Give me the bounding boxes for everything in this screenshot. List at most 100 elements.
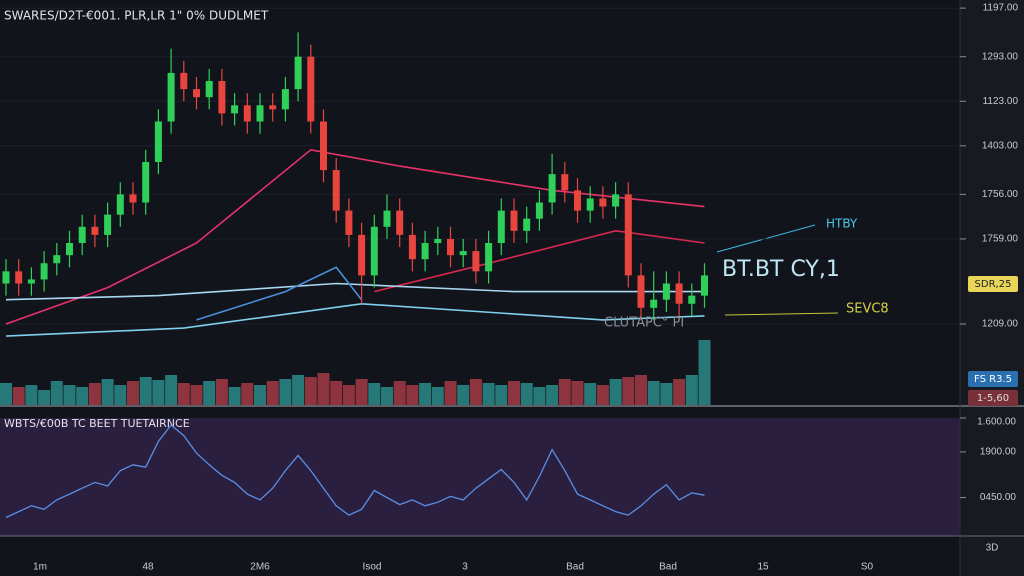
volume-bar [114,385,127,405]
x-tick-label: Bad [659,562,677,573]
candle-body [574,190,581,211]
marks: 1197.00 1293.00 1123.00 1403.00 1756.00 1759.… [0,3,1018,573]
volume-bar [406,385,419,405]
volume-bar [165,375,178,405]
volume-bar [584,383,597,405]
volume-bar [660,383,673,405]
volume-bar [419,383,432,405]
candle-body [523,218,531,231]
annotation: CLUTAPC° PI [604,316,684,331]
volume-bar [355,379,368,405]
candle-body [447,238,454,256]
candle-body [53,255,61,264]
candle-body [345,210,353,235]
candle-body [370,226,378,276]
candle-body [167,72,175,122]
volume-bar [469,379,482,405]
volume-bar [558,379,571,405]
volume-bar [635,375,647,405]
candle-body [358,234,366,276]
volume-bar [571,381,584,405]
candle-body [180,72,188,90]
volume-bar [76,387,89,405]
chart-title: SWARES/D2T-€001. PLR,LR 1" 0% DUDLMET [4,9,269,23]
volume-bar [431,387,444,405]
candle-body [218,81,226,114]
price-tag-label: 1-5,60 [977,393,1009,404]
candle-body [637,275,645,308]
candle-body [459,251,467,256]
candle-body [116,194,124,215]
volume-bar [381,387,393,405]
candle-body [243,105,251,122]
candle-body [701,275,708,296]
candle-body [586,198,594,211]
oscillator-title: WBTS/€00B TC BEET TUETAIRNCE [4,417,190,430]
volume-bar [25,385,38,405]
moving-average [5,302,705,337]
volume-bar [596,385,609,405]
candle-body [15,271,23,284]
volume-bar [127,381,139,405]
corner-label: 3D [986,543,999,554]
candle-body [320,121,327,171]
volume-bar [482,383,495,405]
x-tick-label: 48 [142,562,154,573]
volume-bar [546,385,559,405]
candle-body [561,174,569,191]
volume-bar [266,381,279,405]
volume-bar [203,381,216,405]
candle-body [2,271,10,284]
volume-bar [304,377,317,405]
y-tick-label: 1403.00 [982,140,1019,151]
y-tick-label: 1756.00 [982,189,1019,200]
y-tick-label: 1900.00 [980,447,1017,458]
price-tag [968,276,1018,292]
moving-average [5,282,705,301]
candle-body [307,56,315,122]
candle-body [256,105,264,122]
candle-body [510,210,518,231]
y-tick-label: 1.600.00 [977,417,1016,428]
candle-body [332,170,340,211]
y-tick-label: 1123.00 [983,96,1019,107]
candle-body [396,210,404,235]
volume-bar [508,381,520,405]
candle-body [205,81,213,98]
volume-bar [38,390,51,405]
volume-bar [254,385,266,405]
candle-body [688,295,696,304]
x-tick-label: 1m [33,562,47,573]
oscillator-line [5,424,705,519]
candle-body [485,243,493,272]
candle-body [599,198,607,207]
x-tick-label: 2M6 [250,562,270,573]
volume-bar [279,379,292,405]
candle-body [27,279,35,284]
volume-bar [152,380,165,405]
volume-bar [622,377,635,405]
volume-bar [12,387,25,405]
oscillator-panel [0,418,960,536]
annotation: BT.BT CY,1 [722,257,840,282]
candle-body [142,162,150,203]
candle-body [662,283,670,300]
volume-bar [63,385,76,405]
y-tick-label: 0450.00 [980,492,1017,503]
volume-bar [609,379,622,405]
candle-body [548,174,556,203]
x-tick-label: S0 [861,562,874,573]
y-tick-label: 1197.00 [983,3,1019,14]
x-tick-label: 15 [757,562,769,573]
candle-body [281,89,289,110]
moving-average [374,229,705,293]
moving-average [196,266,363,321]
volume-bar [495,385,508,405]
y-tick-label: 1759.00 [982,234,1019,245]
price-tag-label: FS R3.5 [974,374,1012,385]
volume-bar [685,375,698,405]
candle-body [294,56,302,90]
volume-bar [50,381,63,405]
candle-body [624,194,632,276]
